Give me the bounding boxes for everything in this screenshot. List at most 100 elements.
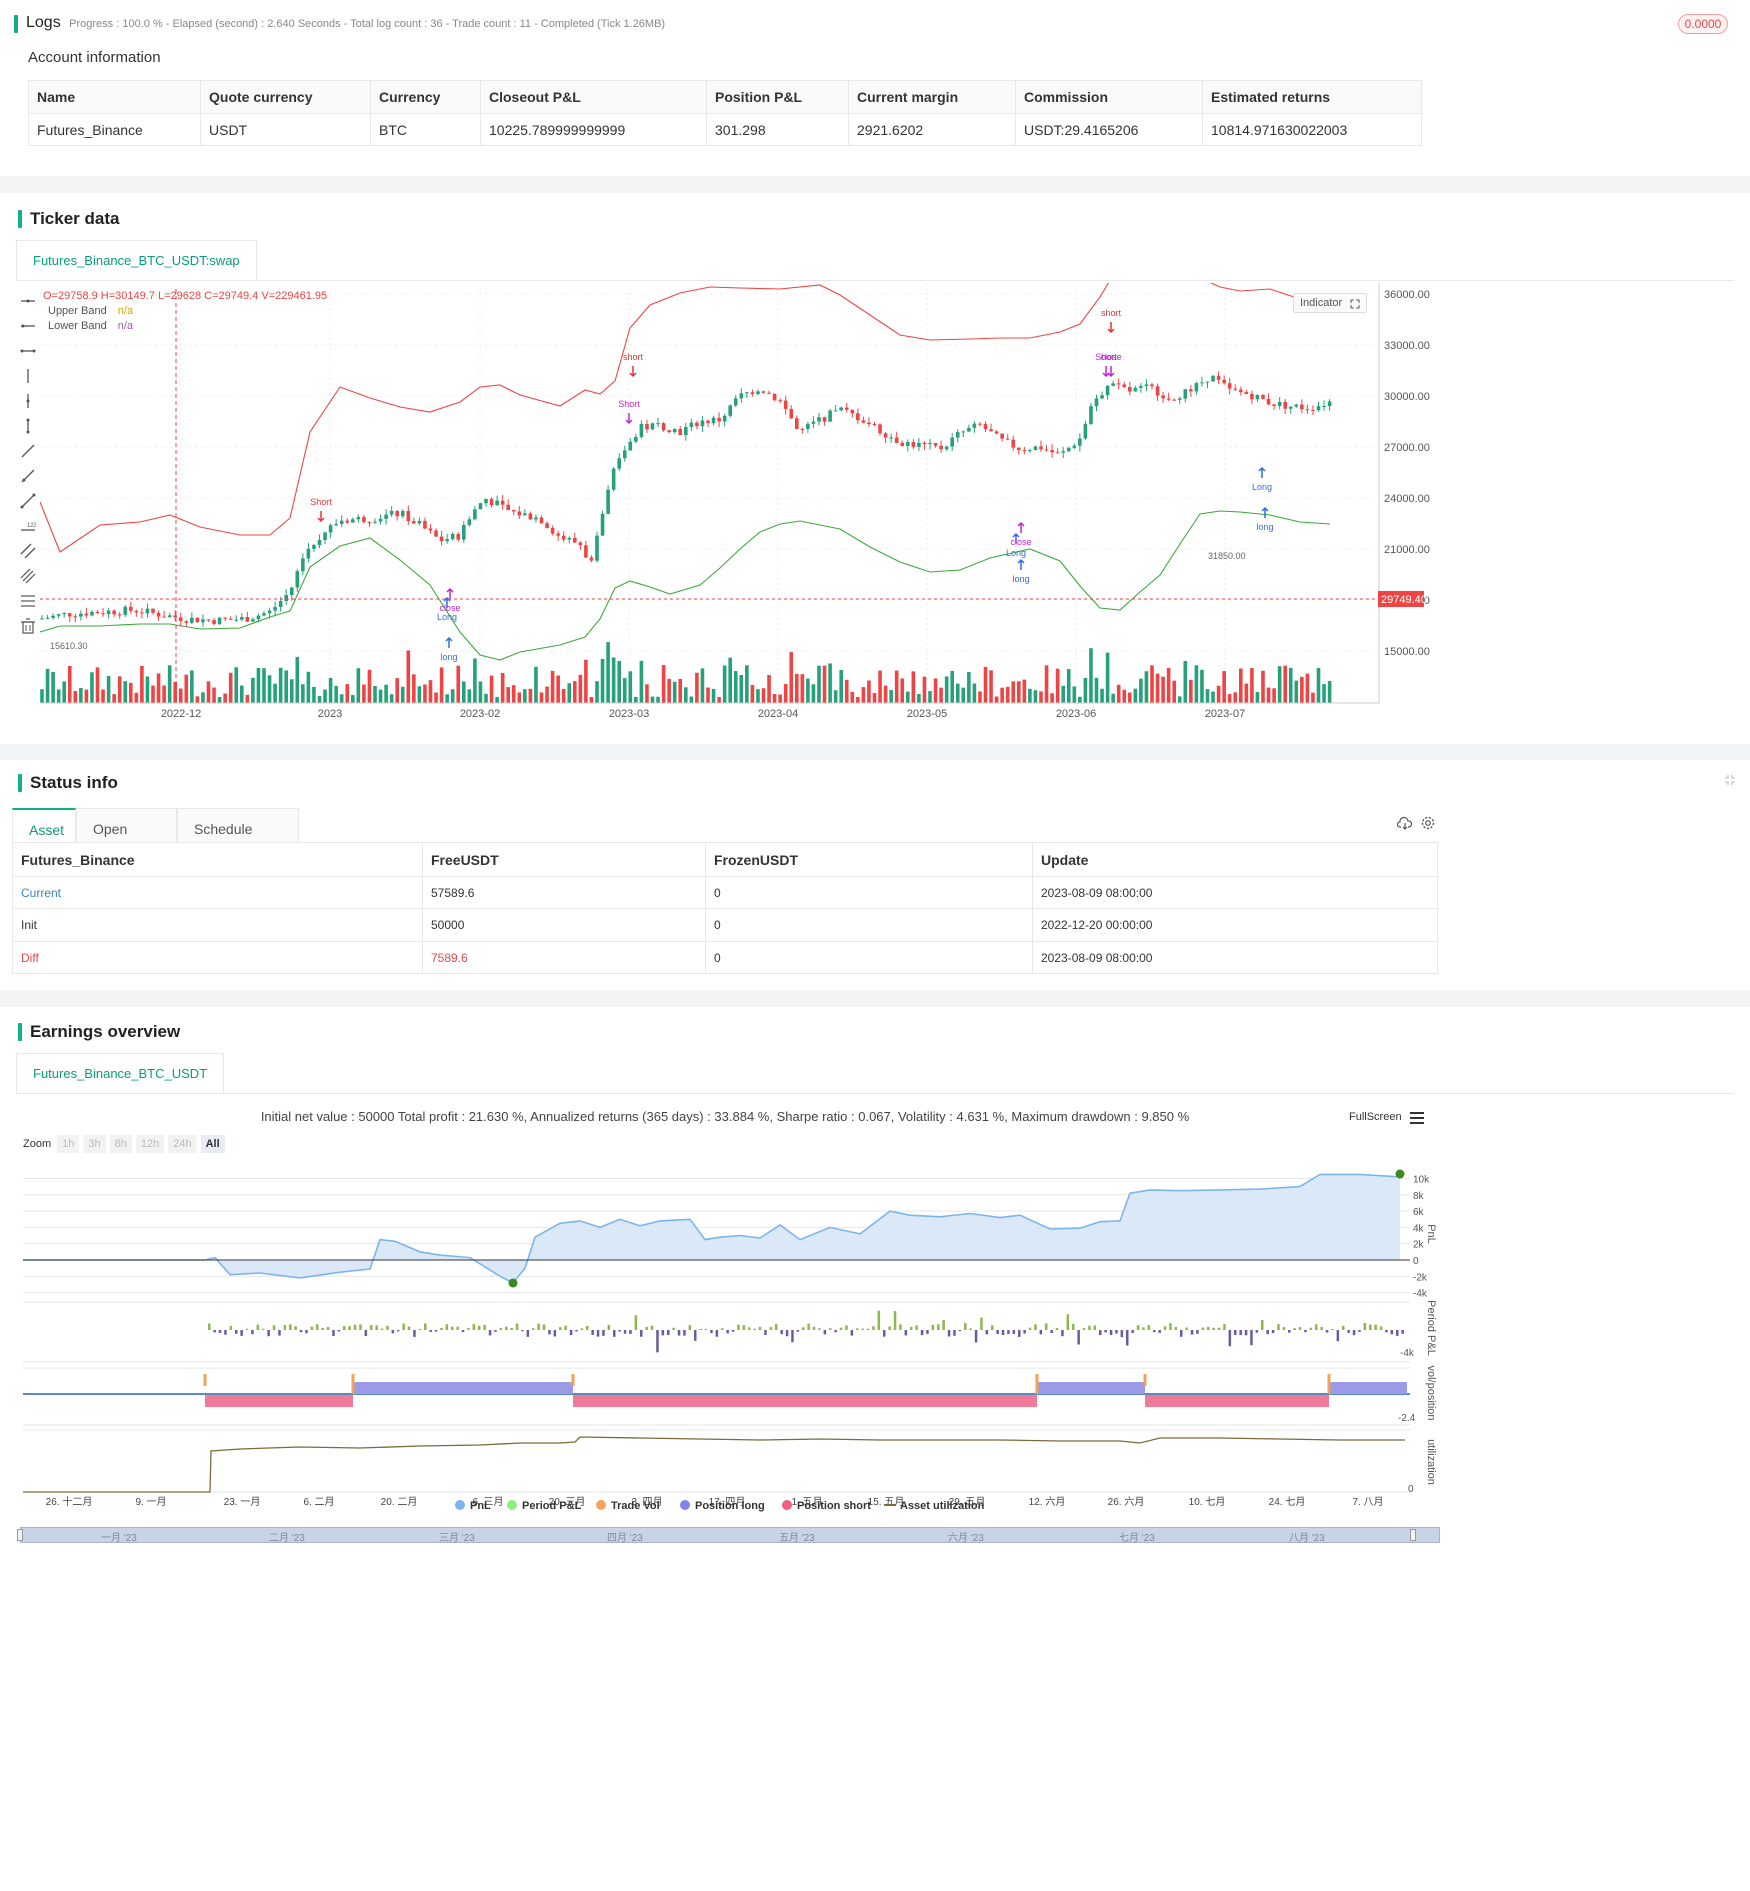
zoom-24h[interactable]: 24h <box>168 1135 197 1153</box>
signal-label: Long <box>1006 548 1026 558</box>
period-pnl-bar <box>434 1330 438 1332</box>
legend-item[interactable]: Asset utilization <box>884 1500 985 1512</box>
navigator-month-label: 一月 '23 <box>101 1533 137 1544</box>
indicator-button[interactable]: Indicator <box>1293 293 1367 313</box>
candle-body <box>567 537 572 540</box>
price-line-icon[interactable]: 123 <box>20 518 36 534</box>
period-pnl-bar <box>580 1328 584 1330</box>
vertical-ray-icon[interactable] <box>20 393 36 409</box>
candle-body <box>1050 449 1054 453</box>
parallel-lines-icon[interactable] <box>20 543 36 559</box>
volume-bar <box>1272 688 1276 703</box>
tab-ticker-symbol[interactable]: Futures_Binance_BTC_USDT:swap <box>16 240 257 280</box>
trend-line-icon[interactable] <box>20 443 36 459</box>
legend-item[interactable]: Position short <box>782 1500 871 1512</box>
volume-bar <box>545 686 549 703</box>
candle-body <box>1161 395 1165 399</box>
status-title: Status info <box>18 773 118 793</box>
candle-body <box>722 415 727 422</box>
candle-body <box>689 422 694 427</box>
horizontal-line-icon[interactable] <box>20 293 36 309</box>
legend-item[interactable]: Position long <box>680 1500 765 1512</box>
period-pnl-bar <box>656 1330 659 1353</box>
zoom-3h[interactable]: 3h <box>83 1135 106 1153</box>
collapse-icon[interactable] <box>1724 774 1736 786</box>
period-pnl-bar <box>1180 1330 1183 1337</box>
period-pnl-bar <box>964 1323 967 1330</box>
settings-gear-icon[interactable] <box>1421 816 1435 830</box>
volume-bar <box>928 691 932 703</box>
candlestick-chart[interactable]: 36000.00 33000.00 30000.00 27000.00 24000.00… <box>40 283 1740 743</box>
signal-label: long <box>1012 574 1029 584</box>
period-pnl-bar <box>829 1328 832 1330</box>
expand-icon[interactable] <box>1350 299 1360 309</box>
candle-body <box>1177 398 1182 400</box>
cloud-download-icon[interactable] <box>1397 816 1413 830</box>
horizontal-ray-icon[interactable] <box>20 318 36 334</box>
period-pnl-bar <box>229 1325 233 1330</box>
signal-arrow-down-icon <box>1107 322 1115 334</box>
period-pnl-bar <box>1234 1330 1237 1335</box>
candle-body <box>1116 383 1121 385</box>
period-pnl-bar <box>856 1328 859 1330</box>
navigator-right-handle[interactable] <box>1410 1529 1416 1541</box>
volume-bar <box>267 675 272 703</box>
col-position-pnl: Position P&L <box>706 80 849 114</box>
zoom-all[interactable]: All <box>200 1135 225 1153</box>
legend-item[interactable]: PnL <box>455 1500 491 1512</box>
tab-asset[interactable]: Asset <box>12 808 76 848</box>
volume-bar <box>978 691 982 703</box>
period-pnl-bar <box>429 1330 432 1332</box>
candle-body <box>617 458 621 469</box>
navigator-month-label: 六月 '23 <box>948 1533 984 1544</box>
candle-body <box>706 420 710 424</box>
candle-body <box>950 437 954 447</box>
menu-icon[interactable] <box>1410 1112 1424 1124</box>
period-pnl-bar <box>602 1330 605 1336</box>
pnl-line <box>23 1173 1401 1284</box>
candle-body <box>145 608 150 614</box>
period-pnl-bar <box>235 1330 238 1334</box>
legend-item[interactable]: Trade Vol <box>596 1500 660 1512</box>
earnings-chart[interactable]: 10k 8k 6k 4k 2k 0 -2k -4k -4k -2.4 0 PnL Period P&L v… <box>0 1162 1450 1707</box>
vol-tick-label: -2.4 <box>1398 1413 1416 1424</box>
legend-item[interactable]: Period P&L <box>507 1500 582 1512</box>
legend-lower-band: Lower Band n/a <box>48 320 133 332</box>
fibonacci-icon[interactable] <box>20 568 36 584</box>
ray-line-icon[interactable] <box>20 468 36 484</box>
candle-body <box>1255 394 1260 400</box>
volume-bar <box>839 669 843 703</box>
zoom-1h[interactable]: 1h <box>57 1135 80 1153</box>
navigator-left-handle[interactable] <box>17 1529 23 1541</box>
candle-body <box>228 618 233 620</box>
volume-bar <box>240 685 244 703</box>
horizontal-channel-icon[interactable] <box>20 593 36 609</box>
volume-bar <box>456 665 461 703</box>
candle-body <box>917 442 921 447</box>
trash-icon[interactable] <box>20 618 36 634</box>
tab-earnings-symbol[interactable]: Futures_Binance_BTC_USDT <box>16 1053 225 1093</box>
horizontal-segment-icon[interactable] <box>20 343 36 359</box>
zoom-12h[interactable]: 12h <box>135 1135 165 1153</box>
fullscreen-button[interactable]: FullScreen <box>1349 1111 1402 1123</box>
candle-body <box>667 430 671 433</box>
candle-body <box>833 410 838 412</box>
period-pnl-bar <box>321 1327 324 1330</box>
period-pnl-bar <box>1158 1330 1161 1333</box>
period-pnl-bar <box>1185 1327 1188 1330</box>
vertical-segment-icon[interactable] <box>20 418 36 434</box>
volume-bar <box>628 671 633 703</box>
period-pnl-bar <box>850 1330 854 1336</box>
volume-bar <box>506 687 510 703</box>
segment-line-icon[interactable] <box>20 493 36 509</box>
vertical-line-icon[interactable] <box>20 368 36 384</box>
volume-bar <box>484 693 488 703</box>
tab-schedule-orders[interactable]: Schedule orders <box>177 808 299 877</box>
navigator[interactable]: 一月 '23 二月 '23 三月 '23 四月 '23 五月 '23 六月 '23 七月 '… <box>20 1527 1440 1544</box>
period-pnl-bar <box>688 1325 692 1330</box>
zoom-8h[interactable]: 8h <box>109 1135 132 1153</box>
candle-body <box>223 617 227 619</box>
volume-bar <box>600 658 605 703</box>
signal-label: close <box>1010 537 1031 547</box>
volume-bar <box>256 668 261 703</box>
